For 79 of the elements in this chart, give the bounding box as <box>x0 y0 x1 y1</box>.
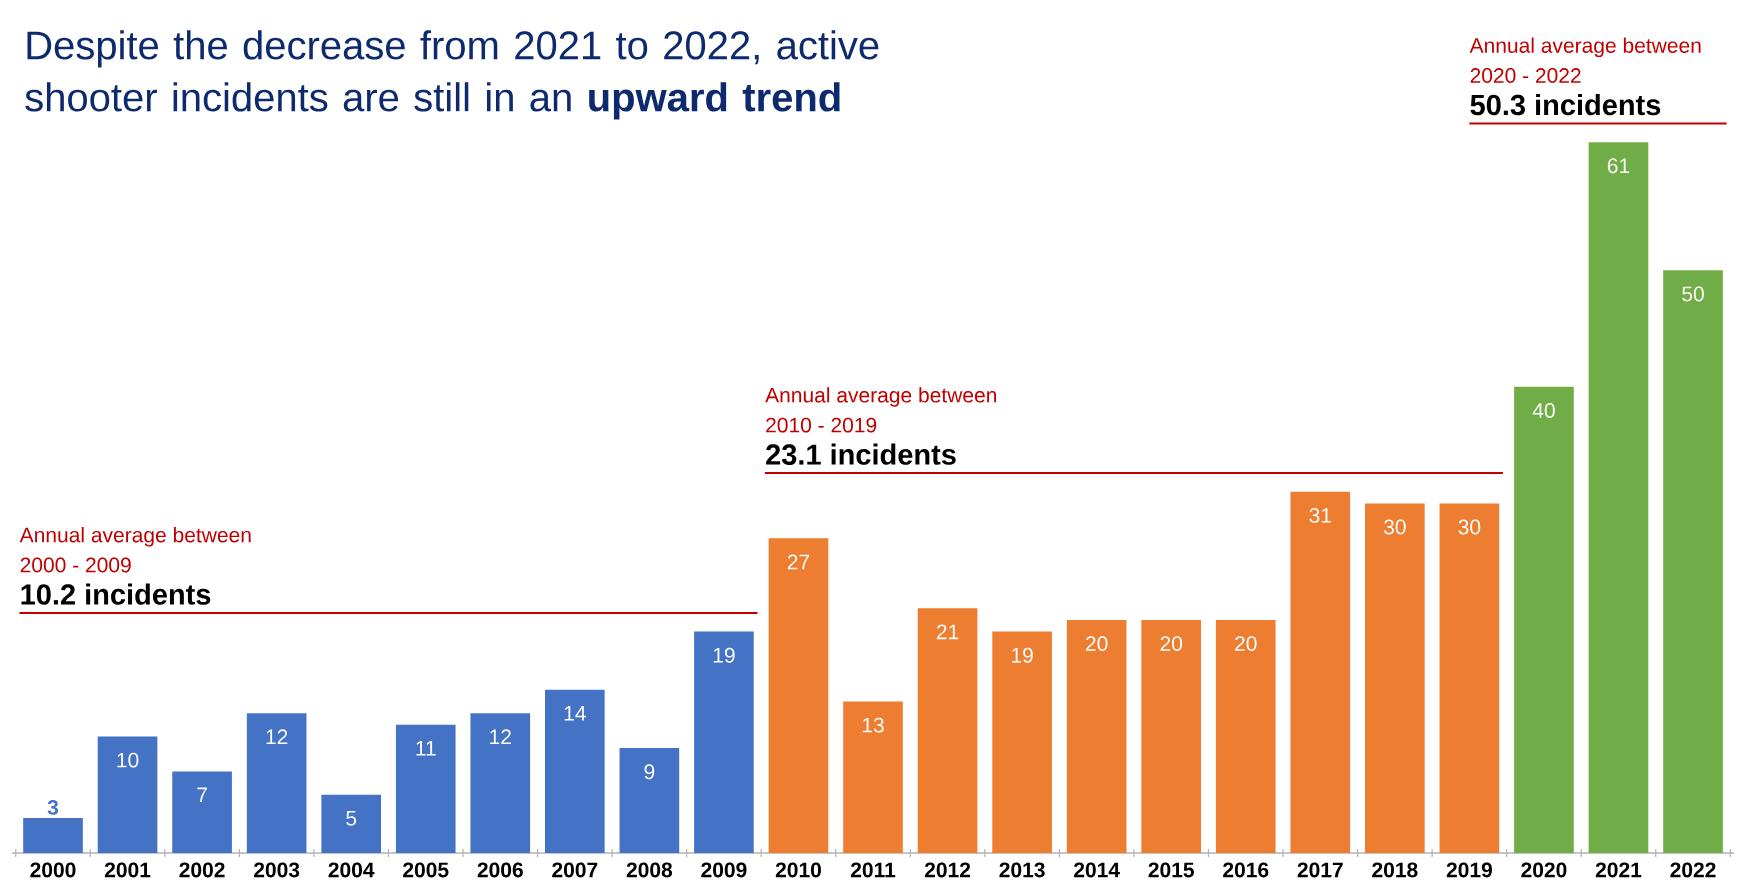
x-tick-label: 2006 <box>477 862 523 878</box>
x-tick-label: 2009 <box>701 862 747 878</box>
bar <box>843 701 903 853</box>
bar <box>1066 619 1127 853</box>
x-tick-label: 2002 <box>179 862 225 878</box>
annotation: Annual average between <box>19 527 251 547</box>
x-tick-label: 2004 <box>328 862 375 878</box>
x-tick-label: 2017 <box>1297 862 1343 878</box>
data-label: 13 <box>862 717 884 733</box>
bar <box>1439 503 1500 853</box>
x-tick-label: 2007 <box>552 862 598 878</box>
text: 2020 - 2022 <box>1470 68 1581 83</box>
bar <box>321 794 382 853</box>
bar <box>97 736 158 853</box>
text: Annual average between <box>1469 37 1701 58</box>
bar <box>1290 491 1351 853</box>
data-label: 5 <box>346 810 357 826</box>
data-label: 31 <box>1309 507 1331 523</box>
x-tick-label: 2014 <box>1074 862 1120 878</box>
chart-title: Despite the decrease from 2021 to 2022, active shooter incidents are still in an upward trend <box>25 30 879 120</box>
data-label: 27 <box>787 554 810 570</box>
data-label: 20 <box>1086 636 1108 651</box>
x-tick-label: 2003 <box>254 862 300 878</box>
data-label: 61 <box>1607 158 1630 174</box>
data-label: 20 <box>1235 636 1257 651</box>
annotation: 23.1 incidents <box>766 443 956 465</box>
data-label: 21 <box>936 624 959 640</box>
x-tick-label: 2019 <box>1446 862 1492 878</box>
data-label: 40 <box>1532 403 1555 418</box>
data-label: 11 <box>416 741 436 756</box>
bar <box>1215 619 1276 853</box>
bar <box>545 689 605 853</box>
data-label: 19 <box>713 647 735 663</box>
data-label: 30 <box>1383 519 1406 535</box>
data-label: 50 <box>1682 286 1704 302</box>
bar <box>395 724 456 853</box>
x-tick-label: 2016 <box>1223 862 1269 878</box>
bar <box>694 631 754 853</box>
x-tick-label: 2011 <box>850 862 896 878</box>
x-tick-label: 2015 <box>1148 862 1194 878</box>
bar <box>917 608 978 853</box>
annotation: Annual average between <box>765 387 997 407</box>
data-label: 14 <box>564 706 586 721</box>
bar <box>23 818 83 853</box>
bar <box>992 631 1052 853</box>
bar <box>619 748 680 853</box>
data-label: 19 <box>1012 647 1033 663</box>
bar <box>172 771 232 853</box>
data-label: 20 <box>1160 636 1183 651</box>
bar <box>1141 619 1202 853</box>
data-label: 3 <box>47 799 59 815</box>
x-tick-label: 2005 <box>403 862 449 878</box>
x-tick-label: 2020 <box>1521 862 1567 878</box>
bar <box>1365 503 1425 853</box>
x-tick-label: 2008 <box>626 862 673 878</box>
bar <box>1663 270 1723 853</box>
x-tick-label: 2010 <box>775 862 821 878</box>
bar <box>1514 386 1574 853</box>
text: 50.3 incidents <box>1470 93 1661 116</box>
data-label: 7 <box>197 787 207 803</box>
bar <box>470 713 531 853</box>
bar <box>1588 142 1649 853</box>
data-label: 30 <box>1458 519 1481 535</box>
x-tick-label: 2013 <box>999 862 1045 878</box>
data-label: 10 <box>117 752 139 768</box>
x-tick-label: 2018 <box>1372 862 1418 878</box>
annotation: 2000 - 2009 <box>20 557 131 573</box>
x-tick-label: 2021 <box>1595 862 1642 878</box>
annotation: 10.2 incidents <box>21 583 211 605</box>
annotation: 2010 - 2019 <box>766 417 877 433</box>
x-tick-label: 2022 <box>1670 862 1716 878</box>
bar <box>246 713 307 853</box>
x-tick-label: 2000 <box>30 862 76 878</box>
data-label: 9 <box>644 764 655 780</box>
x-tick-label: 2001 <box>104 862 151 878</box>
data-label: 12 <box>266 729 288 745</box>
bar <box>768 538 829 853</box>
data-label: 12 <box>490 729 511 745</box>
x-tick-label: 2012 <box>924 862 971 878</box>
